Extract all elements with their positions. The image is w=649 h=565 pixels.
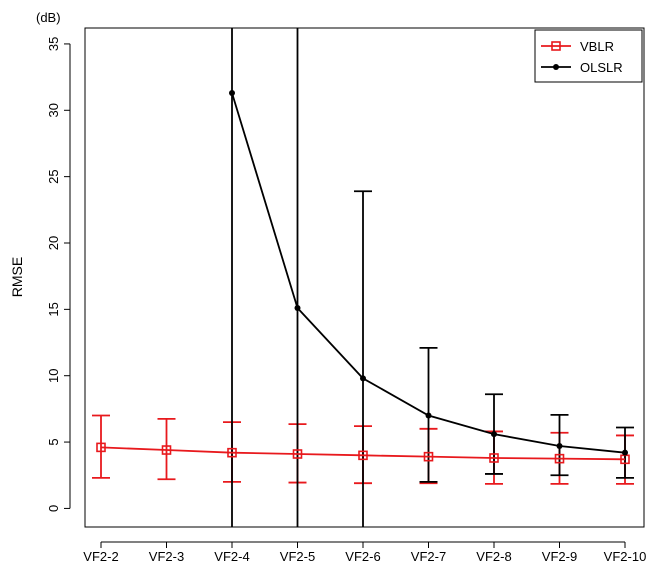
olslr-point bbox=[229, 90, 235, 97]
legend-vblr-marker bbox=[551, 41, 561, 51]
y-tick-label: 30 bbox=[46, 103, 61, 117]
olslr-point bbox=[491, 431, 497, 438]
plot-frame bbox=[84, 27, 645, 528]
x-tick-label: VF2-10 bbox=[604, 549, 647, 564]
x-tick-label: VF2-2 bbox=[83, 549, 118, 564]
x-tick-label: VF2-4 bbox=[214, 549, 249, 564]
legend-vblr-label: VBLR bbox=[580, 39, 614, 54]
vblr-point bbox=[227, 447, 237, 458]
vblr-point bbox=[554, 453, 565, 464]
y-tick-label: 20 bbox=[46, 236, 61, 250]
legend-box bbox=[534, 29, 643, 83]
vblr-point bbox=[489, 453, 499, 463]
y-axis-title: RMSE bbox=[9, 257, 25, 297]
x-tick-label: VF2-9 bbox=[542, 549, 577, 564]
legend: VBLR OLSLR bbox=[534, 29, 643, 83]
vblr-point bbox=[423, 451, 434, 462]
vblr-series-line bbox=[100, 446, 626, 461]
x-tick-label: VF2-7 bbox=[411, 549, 446, 564]
y-tick-label: 15 bbox=[46, 302, 61, 316]
y-tick-label: 0 bbox=[46, 505, 61, 512]
olslr-point bbox=[294, 305, 301, 312]
x-tick-label: VF2-6 bbox=[345, 549, 380, 564]
vblr-point bbox=[292, 449, 303, 459]
x-tick-label: VF2-8 bbox=[476, 549, 511, 564]
y-tick-label: 25 bbox=[46, 169, 61, 183]
x-tick-label: VF2-3 bbox=[149, 549, 184, 564]
vblr-point bbox=[96, 442, 106, 453]
y-tick-label: 10 bbox=[46, 368, 61, 382]
y-tick-label: 35 bbox=[46, 37, 61, 51]
olslr-point bbox=[556, 443, 563, 450]
vblr-point bbox=[161, 445, 172, 455]
y-tick-label: 5 bbox=[46, 438, 61, 445]
y-unit-label: (dB) bbox=[36, 10, 61, 25]
legend-olslr-label: OLSLR bbox=[580, 60, 623, 75]
x-tick-label: VF2-5 bbox=[280, 549, 315, 564]
olslr-point bbox=[425, 412, 432, 419]
olslr-point bbox=[360, 375, 366, 382]
olslr-point bbox=[622, 449, 628, 456]
legend-olslr-marker bbox=[553, 64, 559, 70]
vblr-point bbox=[358, 450, 368, 461]
